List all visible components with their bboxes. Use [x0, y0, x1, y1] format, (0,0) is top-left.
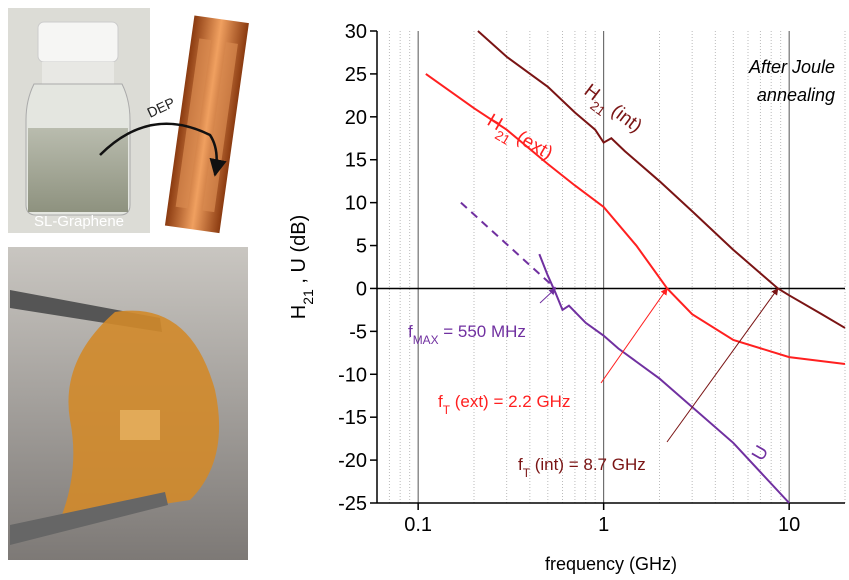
plot: 0.1 1 10 -25 -20 -15 -10 -5 0 5 10 15 20 25 30 frequenc…: [288, 21, 845, 574]
y-tick-label: 10: [345, 193, 367, 215]
text-run: H: [288, 305, 310, 319]
note: After Joule: [748, 57, 835, 77]
figure: SL-Graphene DEP 0.1110-25-20-15-10-50510…: [0, 0, 849, 575]
annotation: fMAX = 550 MHz: [408, 322, 526, 347]
y-axis-title: H21 , U (dB): [288, 215, 316, 319]
vial-photo: SL-Graphene: [8, 8, 150, 233]
text-run: (ext) = 2.2 GHz: [450, 392, 570, 411]
x-tick-label: 0.1: [404, 514, 432, 536]
subscript: 21: [300, 289, 316, 305]
annotation: fT (int) = 8.7 GHz: [518, 455, 646, 480]
y-tick-label: -15: [338, 407, 367, 429]
text-run: (int) = 8.7 GHz: [530, 455, 646, 474]
flex-photo: [8, 247, 248, 560]
text-run: (int): [603, 97, 646, 137]
series-label: U: [748, 442, 773, 464]
series-label: H21 (ext): [481, 110, 556, 169]
extrapolation-line: [461, 203, 556, 289]
text-run: = 550 MHz: [439, 322, 526, 341]
subscript: T: [443, 403, 450, 417]
y-tick-label: 30: [345, 21, 367, 43]
vial-label: SL-Graphene: [34, 213, 124, 230]
annotation-arrow: [667, 288, 778, 442]
page: {"photos": {"vial_label": "SL-Graphene",…: [0, 0, 849, 580]
subscript: MAX: [413, 333, 439, 347]
text-run: (ext): [508, 124, 556, 164]
x-axis-title: frequency (GHz): [545, 554, 677, 574]
subscript: T: [523, 466, 530, 480]
y-tick-label: -20: [338, 450, 367, 472]
y-tick-label: 20: [345, 107, 367, 129]
annotation: fT (ext) = 2.2 GHz: [438, 392, 570, 417]
text-run: , U (dB): [288, 215, 310, 289]
y-tick-label: -25: [338, 493, 367, 515]
y-tick-label: 0: [356, 278, 367, 300]
text-run: U: [748, 442, 773, 464]
y-tick-label: 25: [345, 64, 367, 86]
y-tick-label: 5: [356, 236, 367, 258]
annotation-arrow: [601, 288, 667, 383]
note: annealing: [757, 85, 835, 105]
x-tick-label: 1: [598, 514, 609, 536]
y-tick-label: -5: [349, 321, 367, 343]
x-tick-label: 10: [778, 514, 800, 536]
y-tick-label: 15: [345, 150, 367, 172]
annotation-arrow: [540, 288, 555, 303]
series-label: H21 (int): [577, 80, 646, 141]
y-tick-label: -10: [338, 364, 367, 386]
